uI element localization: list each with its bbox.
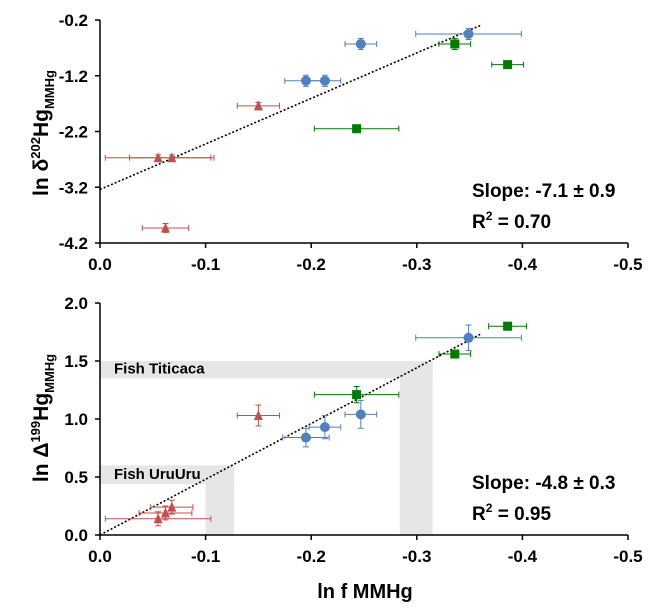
data-point-triangle	[253, 410, 263, 421]
data-point-circle	[319, 422, 330, 433]
data-point-circle	[319, 75, 330, 86]
data-point-circle	[300, 432, 311, 443]
x-axis-label: ln f MMHg	[317, 581, 413, 603]
bottom-y-axis-label: ln Δ199HgMMHg	[28, 354, 57, 482]
band-label: Fish Titicaca	[114, 360, 205, 377]
data-point-circle	[300, 75, 311, 86]
x-tick-label: -0.1	[191, 547, 220, 566]
top-r2-label: R2 = 0.70	[472, 209, 551, 233]
y-tick-label: 1.0	[64, 410, 88, 429]
data-point-square	[450, 39, 460, 49]
x-tick-label: -0.5	[613, 547, 642, 566]
y-tick-label: 0.0	[64, 526, 88, 545]
x-tick-label: 0.0	[88, 547, 112, 566]
data-point-square	[503, 60, 513, 70]
y-tick-label: -4.2	[59, 234, 88, 253]
band-label: Fish UruUru	[114, 466, 201, 483]
x-tick-label: -0.1	[191, 255, 220, 274]
x-tick-label: 0.0	[88, 255, 112, 274]
y-tick-label: -3.2	[59, 178, 88, 197]
top-slope-label: Slope: -7.1 ± 0.9	[472, 181, 615, 202]
y-tick-label: -1.2	[59, 67, 88, 86]
data-point-triangle	[160, 222, 170, 233]
data-point-triangle	[167, 152, 177, 163]
band-vertical	[205, 465, 235, 535]
data-point-square	[503, 321, 513, 331]
y-tick-label: 0.5	[64, 468, 88, 487]
bottom-slope-label: Slope: -4.8 ± 0.3	[472, 473, 615, 494]
data-point-circle	[463, 332, 474, 343]
x-tick-label: -0.2	[297, 547, 326, 566]
data-point-triangle	[253, 100, 263, 111]
data-point-square	[352, 124, 362, 134]
data-point-circle	[355, 38, 366, 49]
trend-line	[99, 24, 481, 191]
x-tick-label: -0.3	[402, 547, 431, 566]
bottom-r2-label: R2 = 0.95	[472, 501, 551, 525]
data-point-triangle	[167, 501, 177, 512]
y-tick-label: 2.0	[64, 294, 88, 313]
x-tick-label: -0.4	[508, 255, 538, 274]
data-point-square	[352, 390, 362, 400]
data-point-circle	[463, 28, 474, 39]
band-vertical	[399, 361, 433, 535]
x-tick-label: -0.5	[613, 255, 642, 274]
y-tick-label: -2.2	[59, 123, 88, 142]
data-point-triangle	[153, 513, 163, 524]
y-tick-label: -0.2	[59, 11, 88, 30]
band-horizontal	[100, 465, 235, 484]
y-tick-label: 1.5	[64, 352, 88, 371]
x-tick-label: -0.4	[508, 547, 538, 566]
data-point-triangle	[160, 507, 170, 518]
x-tick-label: -0.3	[402, 255, 431, 274]
data-point-circle	[355, 409, 366, 420]
band-horizontal	[100, 361, 433, 379]
data-point-square	[450, 349, 460, 359]
x-tick-label: -0.2	[297, 255, 326, 274]
top-panel: -0.2 -1.2 -2.2 -3.2 -4.20.0 -0.1 -0.2 -0.3 -0.4 -…	[59, 11, 643, 274]
top-y-axis-label: ln δ202HgMMHg	[28, 70, 57, 196]
bottom-panel: Fish Titicaca Fish UruUru 0.0 0.5 1.0 1.5 2.0 0…	[64, 294, 642, 566]
